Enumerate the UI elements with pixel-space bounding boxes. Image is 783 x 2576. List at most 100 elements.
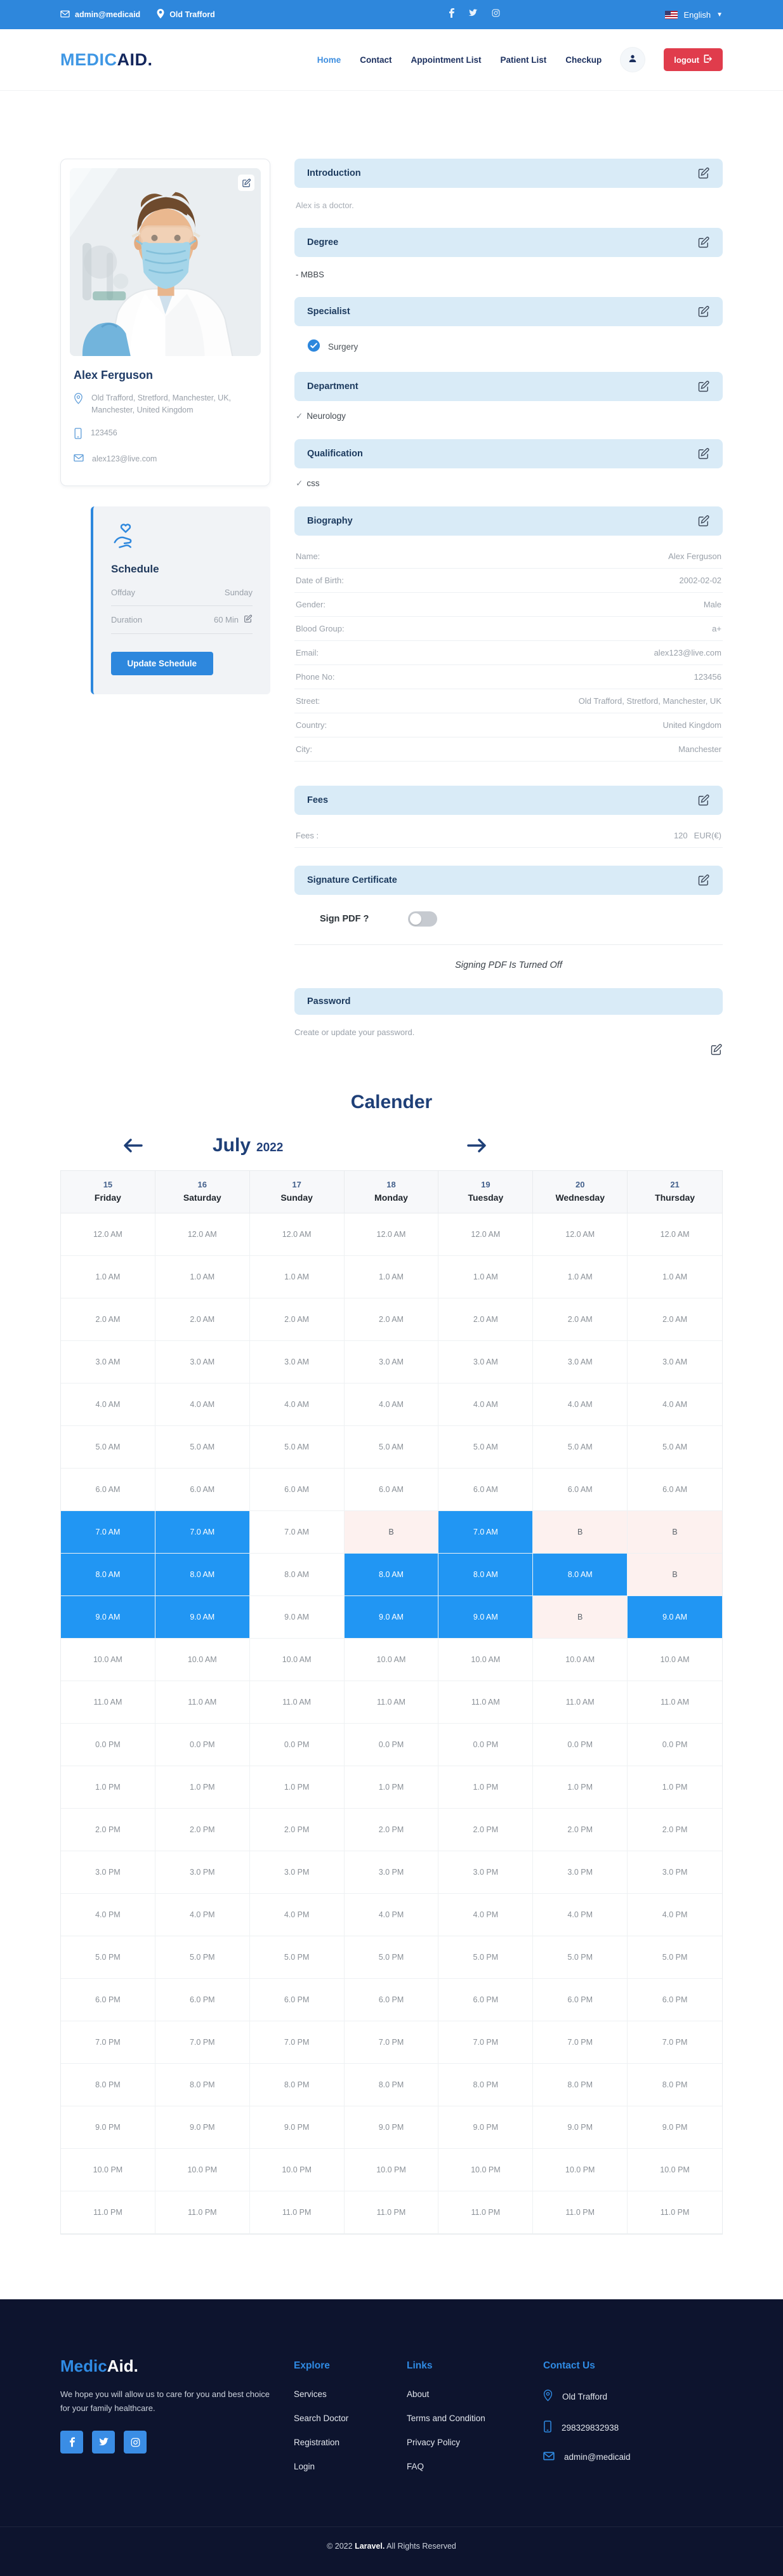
nav-home[interactable]: Home bbox=[317, 55, 341, 65]
calendar-slot[interactable]: 9.0 PM bbox=[61, 2106, 155, 2149]
calendar-slot[interactable]: 2.0 PM bbox=[61, 1809, 155, 1851]
calendar-slot[interactable]: 11.0 PM bbox=[61, 2191, 155, 2234]
edit-pencil-icon[interactable] bbox=[697, 447, 710, 460]
calendar-slot[interactable]: 1.0 PM bbox=[438, 1766, 534, 1809]
calendar-slot-booked[interactable]: 9.0 AM bbox=[344, 1596, 439, 1639]
footer-logo[interactable]: MedicAid. bbox=[60, 2356, 138, 2375]
calendar-slot[interactable]: 4.0 AM bbox=[155, 1384, 250, 1426]
footer-link-search-doctor[interactable]: Search Doctor bbox=[294, 2414, 349, 2423]
calendar-slot-break[interactable]: B bbox=[344, 1511, 439, 1554]
calendar-slot[interactable]: 10.0 PM bbox=[628, 2149, 722, 2191]
footer-link-faq[interactable]: FAQ bbox=[407, 2462, 424, 2471]
topbar-location[interactable]: Old Trafford bbox=[157, 9, 215, 20]
calendar-slot[interactable]: 4.0 PM bbox=[344, 1894, 439, 1936]
footer-link-registration[interactable]: Registration bbox=[294, 2438, 340, 2447]
calendar-slot-booked[interactable]: 8.0 AM bbox=[61, 1554, 155, 1596]
user-avatar[interactable] bbox=[621, 48, 645, 72]
calendar-slot[interactable]: 6.0 AM bbox=[249, 1469, 345, 1511]
calendar-slot[interactable]: 7.0 PM bbox=[344, 2021, 439, 2064]
calendar-slot[interactable]: 0.0 PM bbox=[533, 1724, 628, 1766]
calendar-slot[interactable]: 1.0 AM bbox=[533, 1256, 628, 1298]
edit-pencil-icon[interactable] bbox=[697, 236, 710, 249]
calendar-slot-booked[interactable]: 7.0 AM bbox=[61, 1511, 155, 1554]
calendar-slot[interactable]: 10.0 AM bbox=[61, 1639, 155, 1681]
calendar-slot[interactable]: 4.0 PM bbox=[533, 1894, 628, 1936]
edit-pencil-icon[interactable] bbox=[697, 380, 710, 393]
topbar-email[interactable]: admin@medicaid bbox=[60, 10, 140, 20]
calendar-slot-booked[interactable]: 8.0 AM bbox=[344, 1554, 439, 1596]
calendar-slot[interactable]: 5.0 PM bbox=[438, 1936, 534, 1979]
calendar-slot[interactable]: 1.0 PM bbox=[533, 1766, 628, 1809]
calendar-slot[interactable]: 0.0 PM bbox=[249, 1724, 345, 1766]
calendar-slot[interactable]: 2.0 PM bbox=[344, 1809, 439, 1851]
calendar-slot[interactable]: 8.0 PM bbox=[533, 2064, 628, 2106]
calendar-slot[interactable]: 9.0 PM bbox=[533, 2106, 628, 2149]
edit-pencil-icon[interactable] bbox=[697, 167, 710, 180]
calendar-slot[interactable]: 5.0 PM bbox=[155, 1936, 250, 1979]
calendar-slot[interactable]: 1.0 PM bbox=[249, 1766, 345, 1809]
calendar-slot-break[interactable]: B bbox=[533, 1511, 628, 1554]
calendar-slot[interactable]: 8.0 PM bbox=[344, 2064, 439, 2106]
calendar-slot[interactable]: 12.0 AM bbox=[249, 1213, 345, 1256]
calendar-slot[interactable]: 5.0 AM bbox=[533, 1426, 628, 1469]
calendar-slot[interactable]: 10.0 AM bbox=[533, 1639, 628, 1681]
calendar-slot[interactable]: 0.0 PM bbox=[61, 1724, 155, 1766]
calendar-slot[interactable]: 2.0 AM bbox=[628, 1298, 722, 1341]
calendar-slot[interactable]: 2.0 AM bbox=[533, 1298, 628, 1341]
calendar-slot-booked[interactable]: 8.0 AM bbox=[438, 1554, 534, 1596]
calendar-slot[interactable]: 12.0 AM bbox=[344, 1213, 439, 1256]
calendar-slot[interactable]: 6.0 PM bbox=[61, 1979, 155, 2021]
calendar-slot[interactable]: 11.0 AM bbox=[628, 1681, 722, 1724]
calendar-slot[interactable]: 11.0 AM bbox=[533, 1681, 628, 1724]
nav-contact[interactable]: Contact bbox=[360, 55, 392, 65]
calendar-slot-booked[interactable]: 8.0 AM bbox=[533, 1554, 628, 1596]
edit-pencil-icon[interactable] bbox=[697, 794, 710, 807]
calendar-slot[interactable]: 3.0 AM bbox=[155, 1341, 250, 1384]
calendar-slot[interactable]: 3.0 PM bbox=[533, 1851, 628, 1894]
facebook-icon[interactable] bbox=[60, 2431, 83, 2454]
calendar-slot[interactable]: 10.0 PM bbox=[155, 2149, 250, 2191]
calendar-slot-booked[interactable]: 9.0 AM bbox=[61, 1596, 155, 1639]
next-month-arrow-icon[interactable] bbox=[466, 1137, 487, 1154]
calendar-slot[interactable]: 11.0 PM bbox=[533, 2191, 628, 2234]
calendar-slot[interactable]: 12.0 AM bbox=[628, 1213, 722, 1256]
calendar-slot[interactable]: 3.0 AM bbox=[533, 1341, 628, 1384]
calendar-slot[interactable]: 8.0 AM bbox=[249, 1554, 345, 1596]
calendar-slot-booked[interactable]: 8.0 AM bbox=[155, 1554, 250, 1596]
calendar-slot[interactable]: 5.0 PM bbox=[249, 1936, 345, 1979]
calendar-slot-booked[interactable]: 9.0 AM bbox=[155, 1596, 250, 1639]
calendar-slot[interactable]: 11.0 PM bbox=[155, 2191, 250, 2234]
calendar-slot[interactable]: 11.0 AM bbox=[438, 1681, 534, 1724]
calendar-slot[interactable]: 4.0 PM bbox=[155, 1894, 250, 1936]
calendar-slot[interactable]: 9.0 PM bbox=[344, 2106, 439, 2149]
calendar-slot[interactable]: 2.0 PM bbox=[438, 1809, 534, 1851]
logout-button[interactable]: logout bbox=[664, 48, 723, 71]
twitter-icon[interactable] bbox=[92, 2431, 115, 2454]
calendar-slot[interactable]: 11.0 PM bbox=[438, 2191, 534, 2234]
calendar-slot[interactable]: 6.0 AM bbox=[61, 1469, 155, 1511]
calendar-slot[interactable]: 2.0 PM bbox=[249, 1809, 345, 1851]
calendar-slot[interactable]: 3.0 AM bbox=[438, 1341, 534, 1384]
calendar-slot[interactable]: 3.0 PM bbox=[61, 1851, 155, 1894]
calendar-slot[interactable]: 1.0 AM bbox=[61, 1256, 155, 1298]
calendar-slot[interactable]: 9.0 PM bbox=[249, 2106, 345, 2149]
calendar-slot[interactable]: 6.0 PM bbox=[628, 1979, 722, 2021]
calendar-slot-booked[interactable]: 7.0 AM bbox=[155, 1511, 250, 1554]
language-selector[interactable]: English ▼ bbox=[665, 10, 723, 20]
nav-checkup[interactable]: Checkup bbox=[565, 55, 602, 65]
calendar-slot[interactable]: 10.0 PM bbox=[438, 2149, 534, 2191]
calendar-slot[interactable]: 6.0 AM bbox=[155, 1469, 250, 1511]
calendar-slot-booked[interactable]: 9.0 AM bbox=[438, 1596, 534, 1639]
calendar-slot[interactable]: 11.0 AM bbox=[61, 1681, 155, 1724]
calendar-slot[interactable]: 11.0 AM bbox=[155, 1681, 250, 1724]
calendar-slot[interactable]: 0.0 PM bbox=[438, 1724, 534, 1766]
calendar-slot[interactable]: 0.0 PM bbox=[628, 1724, 722, 1766]
calendar-slot[interactable]: 1.0 PM bbox=[344, 1766, 439, 1809]
calendar-slot[interactable]: 4.0 AM bbox=[438, 1384, 534, 1426]
nav-appointment-list[interactable]: Appointment List bbox=[411, 55, 482, 65]
calendar-slot[interactable]: 3.0 AM bbox=[249, 1341, 345, 1384]
calendar-slot[interactable]: 5.0 PM bbox=[533, 1936, 628, 1979]
twitter-icon[interactable] bbox=[468, 9, 478, 20]
calendar-slot[interactable]: 6.0 PM bbox=[249, 1979, 345, 2021]
edit-pencil-icon[interactable] bbox=[697, 305, 710, 318]
